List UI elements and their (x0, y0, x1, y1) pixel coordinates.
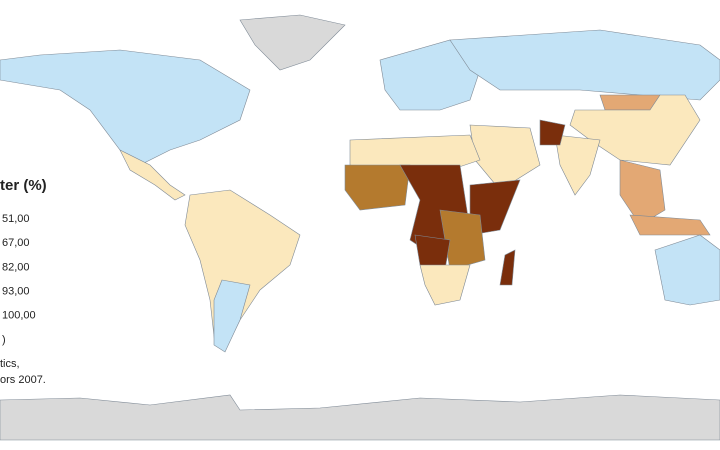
russia (449, 29, 720, 101)
land (0, 14, 720, 441)
legend-label: 67,00 (2, 237, 30, 249)
legend-label: 100,00 (2, 310, 36, 322)
legend-label: 82,00 (2, 261, 30, 273)
southern-africa (419, 264, 471, 306)
legend: 51,00 67,00 82,00 93,00 100,00) (2, 213, 36, 346)
south-america (184, 189, 301, 351)
greenland (239, 14, 346, 71)
southern-cone (213, 279, 251, 353)
middle-east (469, 124, 541, 191)
australia (654, 234, 720, 306)
antarctica (0, 394, 720, 441)
source-line: tics, (0, 358, 20, 370)
southeast-asia (619, 159, 666, 226)
source-line: ors 2007. (0, 374, 46, 386)
sahel (344, 164, 411, 211)
china (569, 94, 701, 166)
legend-title: ter (%) (0, 177, 47, 194)
legend-label: 93,00 (2, 286, 30, 298)
afghanistan (539, 119, 566, 146)
madagascar (499, 249, 516, 286)
indonesia (629, 214, 711, 236)
mongolia (599, 94, 661, 111)
central-america (119, 149, 186, 201)
north-america (0, 49, 251, 166)
legend-label: 51,00 (2, 213, 30, 225)
india (554, 134, 601, 196)
legend-label: ) (2, 334, 6, 346)
